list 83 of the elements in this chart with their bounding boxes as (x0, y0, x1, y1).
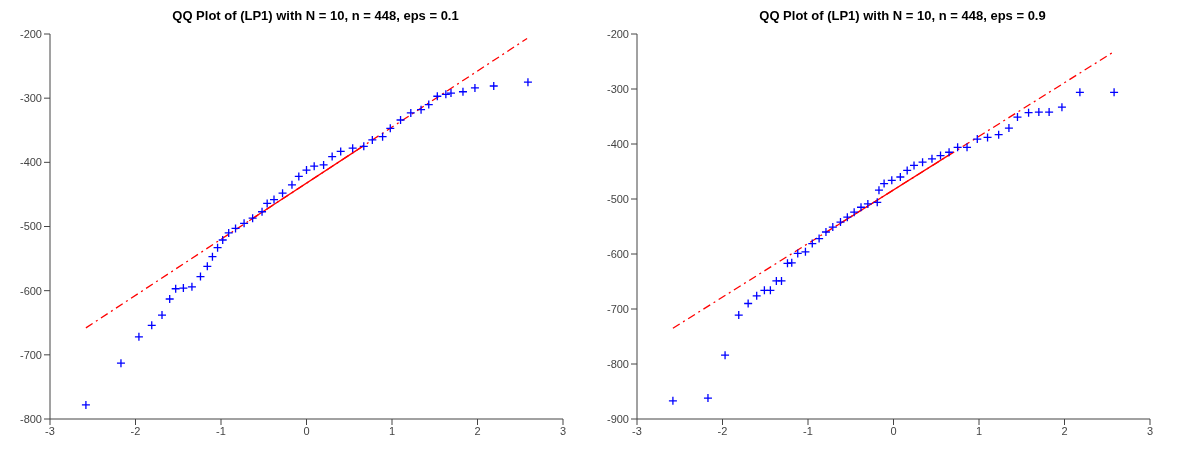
x-tick-label: 2 (1061, 424, 1068, 437)
x-tick-label: -3 (632, 424, 642, 437)
y-tick-label: -200 (19, 27, 42, 40)
point (944, 147, 954, 157)
y-tick-label: -400 (19, 156, 42, 169)
point (895, 172, 905, 182)
y-tick-label: -200 (606, 27, 629, 40)
y-tick-label: -700 (19, 348, 42, 361)
point (367, 135, 377, 145)
point (523, 77, 533, 87)
point (218, 235, 228, 245)
point (668, 396, 678, 406)
point (828, 222, 838, 232)
x-tick-label: -1 (803, 424, 813, 437)
y-tick-label: -600 (606, 247, 629, 260)
y-tick-label: -800 (19, 412, 42, 425)
chart-title: QQ Plot of (LP1) with N = 10, n = 448, eps = 0.1 (171, 8, 460, 25)
point (856, 202, 866, 212)
point (446, 88, 456, 98)
point (1034, 107, 1044, 117)
y-tick-label: -300 (606, 82, 629, 95)
point (441, 89, 451, 99)
point (157, 310, 167, 320)
point (835, 217, 846, 227)
x-tick-label: 3 (1146, 424, 1154, 437)
x-tick-label: 1 (388, 424, 396, 437)
point (489, 81, 499, 91)
point (962, 142, 972, 152)
point (458, 87, 468, 97)
point (821, 227, 831, 237)
y-tick-label: -700 (606, 302, 629, 315)
point (734, 310, 744, 320)
point (301, 165, 312, 175)
point (224, 228, 234, 238)
x-tick-label: 0 (303, 424, 310, 437)
point (879, 178, 889, 189)
point (1012, 112, 1023, 122)
x-tick-label: -3 (45, 424, 55, 437)
point (1044, 107, 1054, 117)
point (116, 358, 126, 368)
x-tick-label: 1 (975, 424, 983, 437)
point (909, 160, 919, 171)
point (1057, 102, 1067, 112)
point (814, 233, 824, 244)
point (1109, 87, 1119, 97)
point (178, 283, 189, 293)
x-tick-label: -1 (216, 424, 226, 437)
y-tick-label: -400 (606, 137, 629, 150)
point (239, 218, 249, 228)
point (863, 199, 873, 209)
point (134, 332, 144, 342)
point (874, 185, 884, 195)
point (703, 393, 713, 403)
y-tick-label: -500 (19, 220, 42, 233)
point (269, 194, 279, 205)
point (776, 276, 787, 286)
point (395, 115, 406, 125)
point (720, 350, 730, 360)
x-tick-label: 3 (559, 424, 567, 437)
point (972, 134, 982, 144)
point (257, 207, 267, 217)
x-tick-label: 0 (890, 424, 897, 437)
point (927, 154, 937, 164)
y-tick-label: -600 (19, 284, 42, 297)
point (277, 188, 288, 198)
point (1004, 123, 1014, 133)
x-tick-label: -2 (130, 424, 141, 437)
y-tick-label: -800 (606, 357, 629, 370)
point (406, 108, 416, 118)
point (187, 282, 197, 292)
x-tick-label: 2 (474, 424, 481, 437)
point (165, 294, 175, 304)
point (1075, 87, 1085, 97)
point (470, 83, 480, 93)
y-tick-label: -500 (606, 192, 629, 205)
y-tick-label: -300 (19, 92, 42, 105)
chart-title: QQ Plot of (LP1) with N = 10, n = 448, eps = 0.9 (758, 8, 1047, 25)
point (81, 400, 91, 410)
point (318, 160, 329, 170)
point (416, 105, 426, 115)
point (287, 180, 297, 190)
y-tick-label: -900 (606, 412, 629, 425)
x-tick-label: -2 (717, 424, 728, 437)
